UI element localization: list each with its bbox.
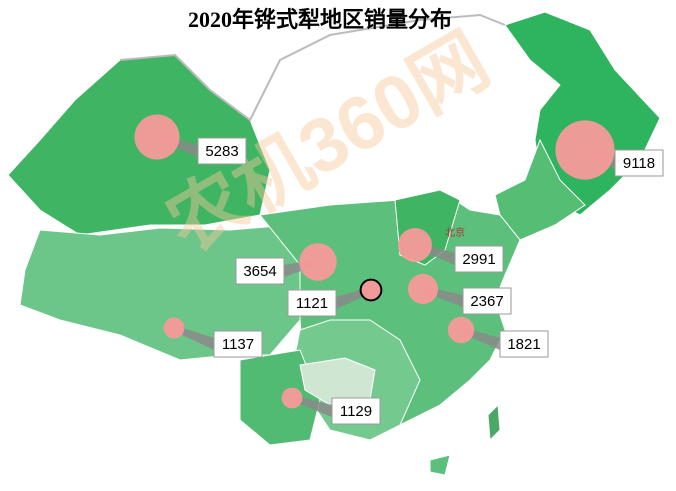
label-box: [197, 137, 247, 165]
value-label: 1121: [296, 295, 328, 312]
label-box: [213, 330, 263, 358]
label-box: [462, 287, 512, 315]
value-label: 9118: [623, 155, 655, 172]
bubble: [398, 228, 432, 262]
label-box: [331, 397, 381, 425]
pointer: [174, 325, 214, 350]
bubble: [447, 316, 475, 344]
value-label: 1137: [222, 336, 254, 353]
label-box: [614, 149, 664, 177]
bubble: [407, 273, 439, 305]
value-label: 2367: [470, 293, 503, 310]
bubble: [359, 278, 383, 302]
label-box: [235, 257, 285, 285]
callouts: 5283 9118 3654 1121 2991 2367 1821 1137 1129: [134, 114, 664, 425]
label-box: [499, 330, 549, 358]
bubble: [299, 243, 337, 281]
label-box: [287, 289, 337, 317]
city-label: 北京: [445, 226, 465, 239]
map-title: 2020年铧式犁地区销量分布: [188, 7, 452, 32]
value-label: 1821: [507, 336, 540, 353]
bubble: [281, 387, 303, 409]
bubble: [163, 317, 185, 339]
bubble: [134, 114, 180, 160]
value-label: 2991: [462, 251, 495, 268]
value-label: 5283: [205, 143, 238, 160]
value-label: 3654: [243, 263, 276, 280]
label-box: [454, 245, 504, 273]
bubble: [555, 120, 615, 180]
value-label: 1129: [340, 403, 372, 420]
